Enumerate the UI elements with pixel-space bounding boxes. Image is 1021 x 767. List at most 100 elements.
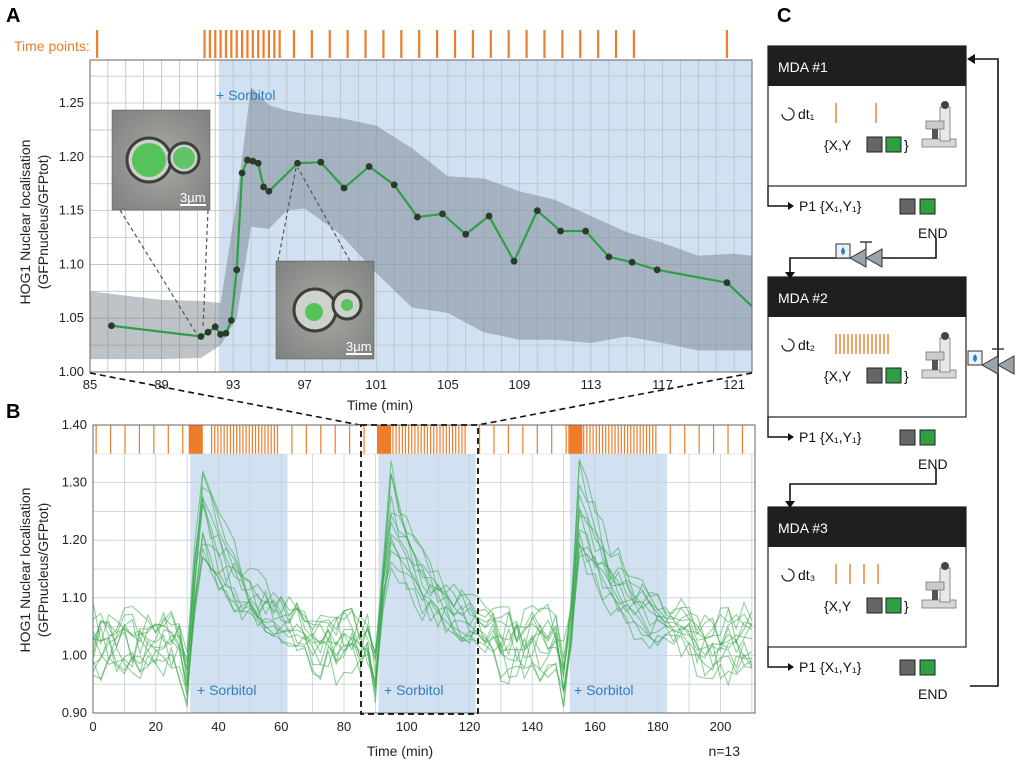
loop-back-connector: [970, 58, 999, 687]
p1-channel-grey-icon: [899, 198, 916, 215]
panel-b-ylabel-line1: HOG1 Nuclear localisation: [17, 488, 33, 653]
p1-channel-grey-icon: [899, 429, 916, 446]
panel-a-data-point: [462, 230, 470, 238]
panel-a-data-point: [265, 187, 273, 195]
panel-b-time-points: [93, 425, 755, 454]
panel-a-data-point: [197, 333, 205, 340]
panel-b-x-ticks: 0 20 40 60 80 100 120 140 160 180 200: [89, 719, 731, 734]
panel-b-x-tick: 0: [89, 719, 96, 734]
panel-a-y-tick: 1.25: [59, 95, 84, 110]
mda-block-1: MDA #1 dt₁ {X,Y} P1 {X₁,Y₁} END: [767, 45, 967, 241]
mda-dt-label: dt₂: [798, 337, 815, 353]
cell-image-1: 3µm: [111, 109, 211, 211]
panel-b-x-tick: 180: [647, 719, 669, 734]
mda-xy-close: }: [904, 598, 909, 614]
microscope-base: [921, 138, 957, 148]
panel-b-time-block: [376, 425, 392, 454]
panel-a-points: [108, 156, 731, 340]
scale-bar-1-label: 3µm: [180, 190, 206, 205]
panel-b-trace: [92, 531, 753, 670]
zoom-lines: [89, 372, 753, 426]
panel-a-data-point: [211, 323, 219, 331]
panel-a-x-tick: 109: [509, 377, 531, 392]
end-label: END: [918, 686, 948, 702]
microscope-icon: [921, 332, 957, 379]
panel-a-confidence-band: [90, 86, 752, 360]
p1-connector: [767, 186, 790, 207]
mda-block-header: [768, 277, 966, 317]
panel-b-y-tick: 1.20: [62, 532, 87, 547]
p1-connector: [767, 417, 790, 438]
p1-connector: [767, 647, 790, 668]
panel-a-x-tick: 89: [154, 377, 168, 392]
valve-icon: [980, 355, 1015, 375]
panel-a-data-point: [222, 329, 230, 337]
mda-xy-label: {X,Y: [824, 598, 852, 614]
microscope-icon: [921, 101, 957, 148]
panel-a-x-tick: 101: [365, 377, 387, 392]
panel-a-data-point: [414, 213, 421, 221]
p1-arrowhead: [788, 663, 794, 671]
panel-c-arrowheads: [785, 54, 975, 508]
microscope-objective: [932, 590, 938, 600]
end-label: END: [918, 456, 948, 472]
panel-a-data-point: [510, 257, 518, 265]
microscope-eyepiece: [941, 562, 949, 570]
panel-a-x-ticks: 85 89 93 97 101 105 109 113 117 121: [83, 377, 745, 392]
panel-b-trace: [92, 494, 753, 696]
mda-xy-label: {X,Y: [824, 368, 852, 384]
cycle-icon: [781, 107, 795, 121]
panel-b-trace: [92, 496, 753, 675]
panel-a-x-tick: 93: [226, 377, 240, 392]
panel-b-zoom-box: [360, 424, 479, 715]
valve-1: [835, 241, 883, 268]
panel-a-data-point: [260, 183, 267, 191]
time-points-label: Time points:: [14, 38, 90, 54]
panel-a-x-tick: 105: [437, 377, 459, 392]
panel-b-x-tick: 60: [274, 719, 288, 734]
scale-bar-2-label: 3µm: [346, 339, 372, 354]
microscope-objective: [932, 129, 938, 139]
microscope-base: [921, 599, 957, 609]
panel-b-y-tick: 1.00: [62, 647, 87, 662]
panel-c-blocks: MDA #1 dt₁ {X,Y} P1 {X₁,Y₁} END MDA #2 dt₂ {X,Y…: [767, 45, 1015, 702]
mda-dt-label: dt₁: [798, 106, 815, 122]
end-label: END: [918, 225, 948, 241]
panel-b-time-block: [568, 425, 583, 454]
panel-a-data-point: [605, 253, 613, 261]
microscope-stage: [925, 120, 945, 130]
mda-dt-label: dt₃: [798, 567, 815, 583]
mda-block-title: MDA #2: [778, 290, 828, 306]
panel-a-xlabel: Time (min): [347, 397, 413, 413]
panel-b-time-block: [188, 425, 203, 454]
panel-b-x-tick: 40: [211, 719, 225, 734]
panel-b-trace: [92, 503, 753, 685]
channel-grey-icon: [866, 136, 883, 153]
panel-a-y-tick: 1.00: [59, 364, 84, 379]
panel-a-y-tick: 1.20: [59, 149, 84, 164]
panel-b-ylabel-line2: (GFPnucleus/GFPtot): [35, 503, 51, 638]
panel-b-plot: [92, 424, 756, 714]
mda-xy-close: }: [904, 368, 909, 384]
mda-block-title: MDA #3: [778, 520, 828, 536]
arrowhead-1-2: [785, 272, 795, 279]
panel-b-x-tick: 160: [584, 719, 606, 734]
panel-a-data-point: [439, 210, 446, 218]
panel-a-y-tick: 1.10: [59, 256, 84, 271]
panel-a-data-point: [582, 227, 590, 235]
panel-a-data-point: [217, 330, 225, 338]
mda-block-header: [768, 507, 966, 547]
p1-arrowhead: [788, 433, 794, 441]
panel-a-data-point: [227, 316, 235, 324]
panel-a-data-point: [254, 159, 262, 167]
panel-a-data-point: [204, 328, 212, 336]
panel-a-y-tick: 1.15: [59, 203, 84, 218]
panel-b-x-tick: 20: [149, 719, 163, 734]
panel-a-x-tick: 85: [83, 377, 97, 392]
microscope-eyepiece: [941, 332, 949, 340]
panel-c-label: C: [777, 5, 791, 27]
arrowhead-2-3: [785, 501, 795, 508]
panel-b-trace: [92, 532, 753, 694]
panel-b-x-tick: 120: [459, 719, 481, 734]
